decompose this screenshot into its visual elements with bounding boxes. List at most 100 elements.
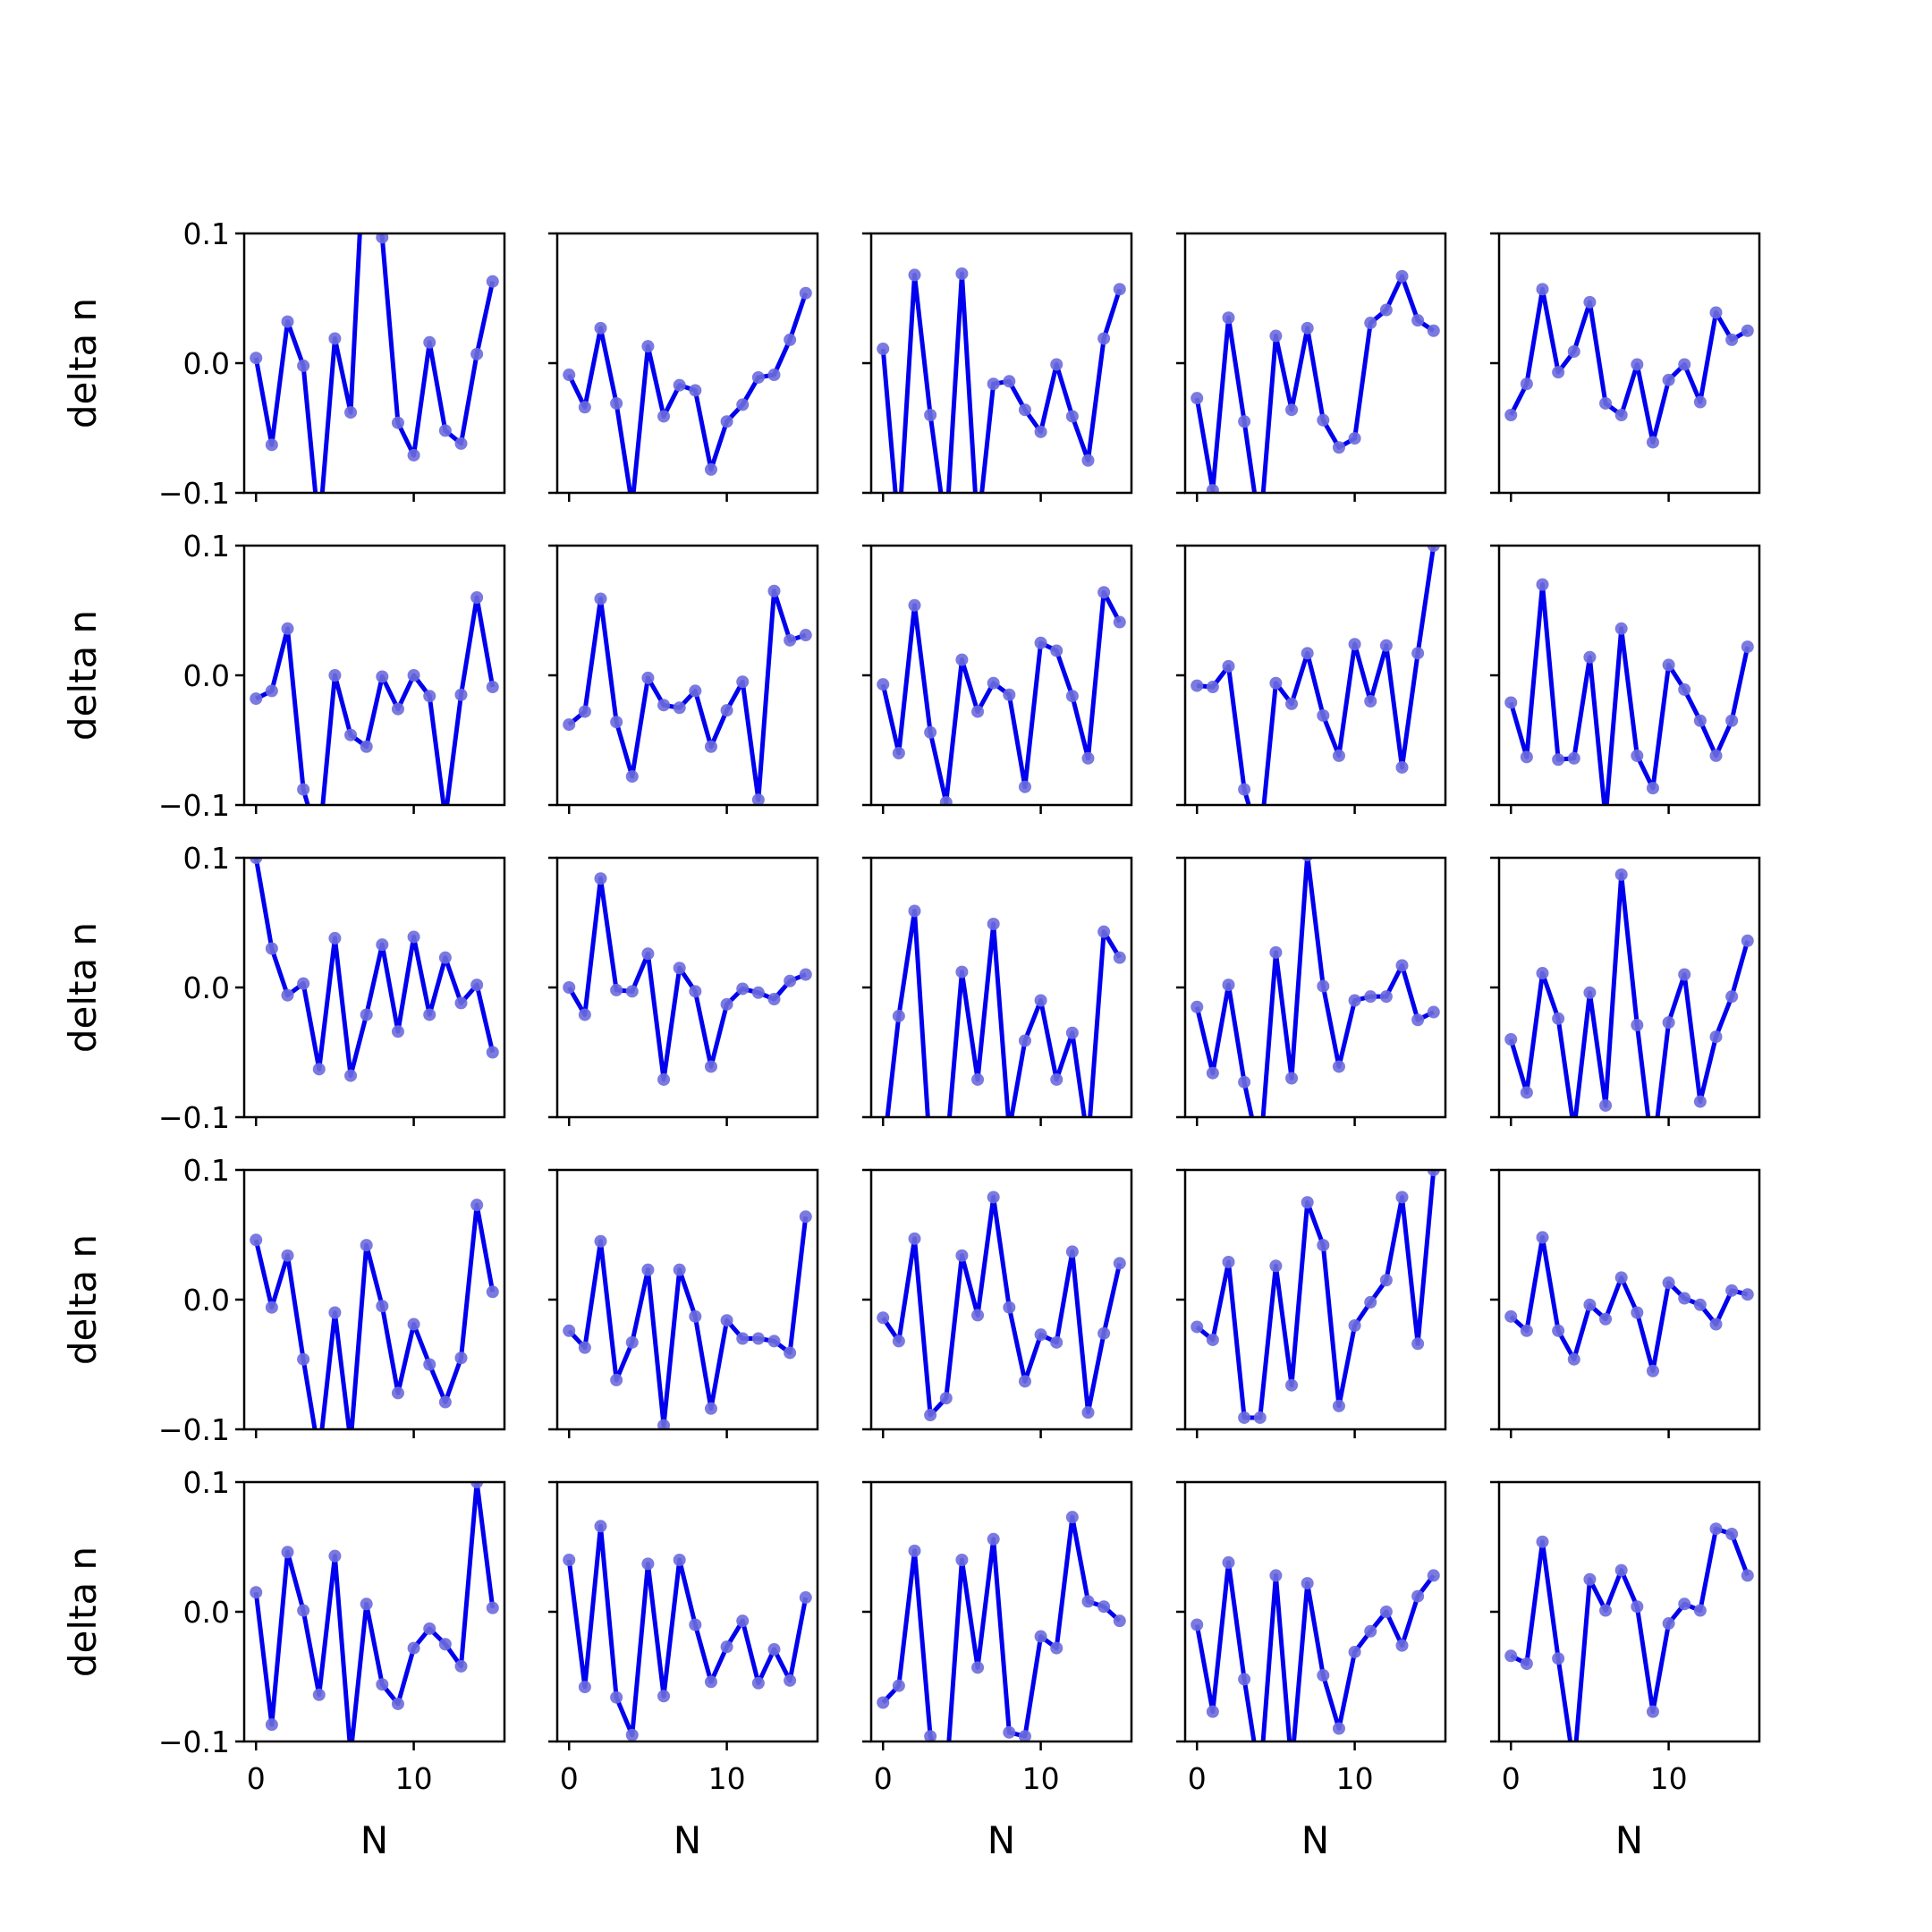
data-point <box>578 401 591 414</box>
data-point <box>784 633 797 647</box>
plot-area <box>877 1191 1126 1422</box>
series-line <box>881 1514 1122 1741</box>
data-point <box>1395 959 1409 972</box>
subplot-r4-c5 <box>1490 1168 1761 1438</box>
x-tick-label: 10 <box>395 1761 433 1796</box>
data-point <box>1238 1411 1251 1424</box>
data-point <box>391 702 404 716</box>
data-point <box>486 1601 499 1614</box>
data-point <box>1081 453 1095 467</box>
data-point <box>1395 1639 1409 1652</box>
data-point <box>578 1008 591 1021</box>
series-line <box>880 589 1122 805</box>
data-point <box>689 384 702 397</box>
data-point <box>673 1263 686 1276</box>
data-point <box>799 968 812 981</box>
data-point <box>1034 994 1047 1007</box>
data-point <box>423 1622 436 1635</box>
series-line <box>255 595 496 805</box>
data-point <box>751 793 765 805</box>
data-point <box>1097 925 1111 938</box>
data-point <box>1301 321 1314 335</box>
data-point <box>1379 303 1393 317</box>
data-point <box>1614 409 1628 421</box>
plot-area <box>1191 1555 1440 1741</box>
subplot-r5-c3: 0 10N <box>862 1480 1133 1862</box>
series-line <box>1508 582 1750 805</box>
data-point <box>1050 358 1063 371</box>
data-point <box>1238 1075 1251 1089</box>
x-tick-label: 10 <box>1336 1761 1374 1796</box>
data-point <box>1206 681 1219 694</box>
data-point <box>281 988 294 1002</box>
data-point <box>376 1300 389 1313</box>
data-point <box>610 983 623 996</box>
data-point <box>1631 1306 1644 1319</box>
data-point <box>1301 1196 1314 1209</box>
data-point <box>1536 967 1549 980</box>
data-point <box>720 997 733 1011</box>
data-point <box>908 1232 921 1245</box>
data-point <box>1411 1337 1425 1351</box>
data-point <box>704 1060 717 1073</box>
panel-grid: −0.1 0.0 0.1 delta n −0.1 0.0 0.1 delta n −0.1 0.… <box>61 216 1761 1862</box>
data-point <box>1725 714 1739 727</box>
y-tick-label: −0.1 <box>158 1412 230 1447</box>
data-point <box>328 1306 342 1319</box>
data-point <box>391 1386 404 1400</box>
data-point <box>328 332 342 345</box>
data-point <box>1693 1298 1707 1311</box>
data-point <box>1348 638 1361 651</box>
data-point <box>391 416 404 429</box>
data-point <box>438 951 452 964</box>
plot-area <box>877 267 1126 493</box>
data-point <box>265 438 278 452</box>
data-point <box>1599 1312 1613 1326</box>
data-point <box>751 370 765 384</box>
data-point <box>1113 951 1126 964</box>
data-point <box>736 398 750 411</box>
x-axis-label: N <box>1301 1818 1329 1862</box>
data-point <box>1364 1624 1377 1638</box>
data-point <box>908 268 921 282</box>
data-point <box>1725 1528 1739 1540</box>
series-line <box>1508 286 1750 445</box>
data-point <box>720 1314 733 1327</box>
series-line <box>253 858 496 1079</box>
data-point <box>767 584 781 597</box>
series-line <box>885 908 1122 1117</box>
data-point <box>1583 1298 1597 1311</box>
data-point <box>1709 306 1723 319</box>
data-point <box>328 931 342 945</box>
data-point <box>423 690 436 703</box>
subplot-r3-c5 <box>1490 856 1761 1126</box>
data-point <box>924 1409 937 1422</box>
subplot-r2-c1: −0.1 0.0 0.1 delta n <box>61 529 506 823</box>
data-point <box>1191 679 1204 692</box>
data-point <box>1222 659 1235 673</box>
data-point <box>1741 1569 1754 1582</box>
data-point <box>1614 868 1628 881</box>
data-point <box>1097 332 1111 345</box>
data-point <box>987 377 1000 391</box>
data-point <box>877 1696 890 1709</box>
data-point <box>1536 578 1549 591</box>
x-tick-label: 10 <box>1022 1761 1060 1796</box>
data-point <box>1662 1617 1675 1631</box>
data-point <box>1662 373 1675 386</box>
data-point <box>1379 639 1393 652</box>
series-line <box>253 1482 496 1741</box>
y-tick-label: 0.1 <box>183 1153 230 1188</box>
subplot-r1-c1: −0.1 0.0 0.1 delta n <box>61 216 506 511</box>
data-point <box>1583 650 1597 664</box>
data-point <box>1411 1013 1425 1027</box>
subplot-r3-c3 <box>862 856 1133 1126</box>
data-point <box>1693 1604 1707 1617</box>
series-line <box>880 271 1123 493</box>
data-point <box>1301 1577 1314 1590</box>
data-point <box>1646 436 1659 449</box>
x-axis-label: N <box>1615 1818 1643 1862</box>
data-point <box>376 670 389 683</box>
x-tick-label: 0 <box>247 1761 266 1796</box>
